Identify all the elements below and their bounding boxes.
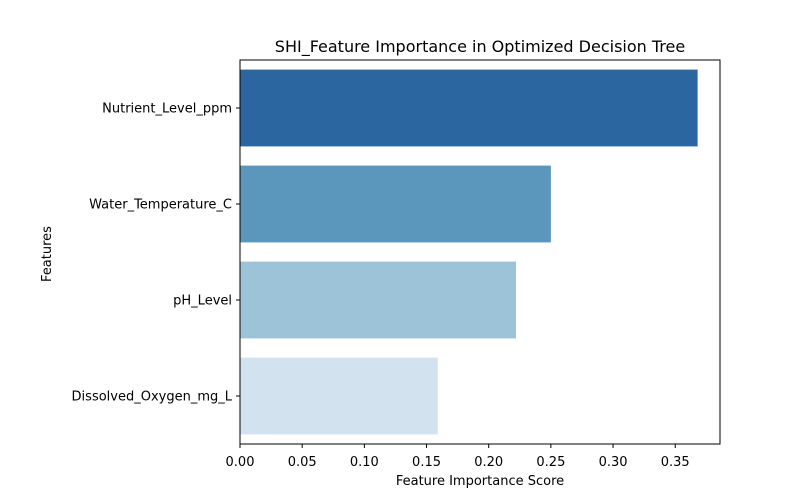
chart-title: SHI_Feature Importance in Optimized Deci… <box>275 37 685 57</box>
y-tick-label: pH_Level <box>173 294 232 309</box>
x-tick-label: 0.35 <box>661 455 690 470</box>
y-axis-label: Features <box>40 226 55 282</box>
bars-layer <box>240 69 698 435</box>
x-tick-label: 0.15 <box>412 455 441 470</box>
x-tick-label: 0.10 <box>350 455 379 470</box>
x-tick-label: 0.05 <box>288 455 317 470</box>
y-ticks-layer: Nutrient_Level_ppm Water_Temperature_C pH_… <box>72 102 240 405</box>
bar-ph-level <box>240 261 517 339</box>
x-axis-label: Feature Importance Score <box>396 474 564 489</box>
bar-nutrient-level-ppm <box>240 69 698 147</box>
x-tick-label: 0.30 <box>599 455 628 470</box>
x-tick-label: 0.20 <box>474 455 503 470</box>
y-tick-label: Nutrient_Level_ppm <box>102 102 232 117</box>
plot-frame <box>239 59 721 445</box>
bar-dissolved-oxygen-mg-l <box>240 357 438 435</box>
x-tick-label: 0.25 <box>536 455 565 470</box>
x-ticks-layer: 0.00 0.05 0.10 0.15 0.20 0.25 0.30 0.35 <box>226 444 690 470</box>
x-tick-label: 0.00 <box>226 455 255 470</box>
bar-water-temperature-c <box>240 165 551 243</box>
y-tick-label: Water_Temperature_C <box>89 198 232 213</box>
y-tick-label: Dissolved_Oxygen_mg_L <box>72 390 233 405</box>
